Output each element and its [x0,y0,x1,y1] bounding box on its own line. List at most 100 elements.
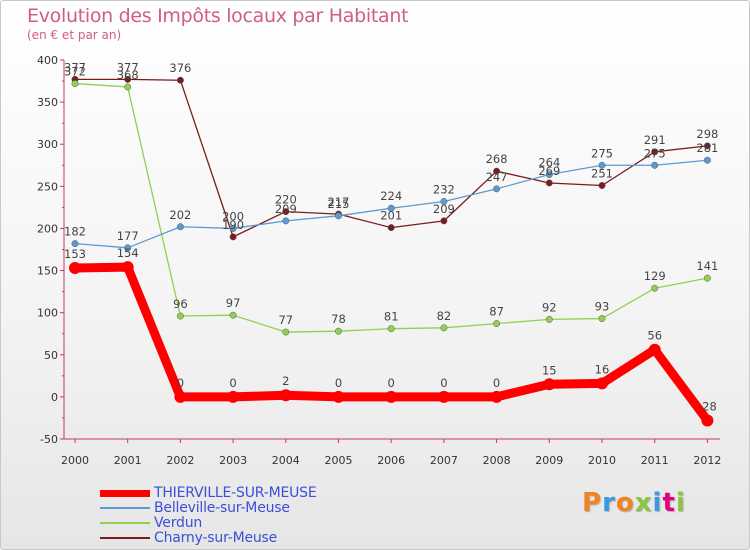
legend-swatch [100,522,150,524]
legend-label: Charny-sur-Meuse [154,530,278,546]
data-label: 0 [177,376,184,390]
legend-label: Verdun [154,515,203,531]
data-label: 291 [644,133,666,147]
data-label: 275 [591,146,613,160]
data-label: 202 [169,208,191,222]
logo-letter: r [602,488,616,518]
data-label: 281 [696,141,718,155]
data-point [282,217,290,225]
data-point [490,390,503,403]
data-point [545,179,553,187]
data-label: 209 [433,202,455,216]
legend-swatch [100,489,150,497]
chart-title: Evolution des Impôts locaux par Habitant [27,5,409,27]
y-tick-label: -50 [40,433,58,446]
x-tick-label: 2001 [114,454,142,467]
data-label: 87 [489,305,504,319]
data-label: 269 [538,164,560,178]
data-point [703,274,711,282]
data-point [387,224,395,232]
data-label: 201 [380,209,402,223]
data-label: -28 [698,399,717,413]
data-label: 56 [647,329,662,343]
data-point [545,171,553,178]
data-label: 153 [64,247,86,261]
data-point [598,161,606,169]
data-label: 232 [433,182,455,196]
x-tick-label: 2004 [272,454,300,467]
data-label: 377 [117,60,139,74]
data-point [701,414,714,427]
data-point [440,198,448,205]
data-point [493,167,501,175]
data-label: 177 [117,229,139,243]
data-label: 376 [169,61,191,75]
data-label: 251 [591,166,613,180]
data-point [651,148,659,156]
data-label: 0 [493,376,500,390]
data-label: 81 [384,310,399,324]
logo-letter: x [634,488,653,518]
data-point [282,328,290,336]
data-label: 220 [275,193,297,207]
data-point [385,390,398,403]
data-label: 298 [696,127,718,141]
data-point [229,224,237,232]
legend-swatch [100,537,150,539]
data-point [176,312,184,320]
data-label: 97 [226,296,241,310]
data-point [648,343,661,356]
data-point [493,185,501,193]
data-label: 275 [644,146,666,160]
data-label: 0 [388,376,395,390]
data-point [545,315,553,323]
x-tick-label: 2003 [219,454,247,467]
logo-letter: i [652,488,663,518]
series-layer [69,75,714,427]
data-point [651,161,659,169]
x-tick-label: 2012 [693,454,721,467]
data-point [493,320,501,328]
data-label: 224 [380,189,402,203]
data-point [69,262,81,275]
data-point [282,208,290,216]
data-label: 16 [595,362,610,376]
data-point [332,390,345,403]
y-tick-label: 300 [37,138,58,151]
logo-letter: t [662,488,676,518]
data-point [124,83,132,91]
x-tick-label: 2006 [377,454,405,467]
data-label: 141 [696,259,718,273]
y-tick-label: 350 [37,96,58,109]
data-label: 209 [275,202,297,216]
data-label: 0 [440,376,447,390]
x-tick-label: 2007 [430,454,458,467]
data-point [387,325,395,333]
legend-label: Belleville-sur-Meuse [154,500,290,516]
data-point [651,284,659,292]
data-label: 2 [282,374,289,388]
data-label: 264 [538,156,560,170]
data-point [229,311,237,319]
y-tick-label: 150 [37,265,58,278]
data-label: 92 [542,300,557,314]
data-point [703,142,711,150]
data-label: 377 [64,60,86,74]
y-tick-label: 400 [37,54,58,67]
legend-swatch [100,507,150,509]
x-tick-label: 2002 [166,454,194,467]
data-point [440,217,448,225]
data-label: 15 [542,363,557,377]
data-point [227,390,240,403]
data-label: 0 [335,376,342,390]
data-point [71,240,79,248]
data-label: 200 [222,209,244,223]
data-point [124,244,132,252]
data-point [596,377,608,390]
y-tick-label: 250 [37,180,58,193]
data-label: 368 [117,68,139,82]
x-tick-label: 2010 [588,454,616,467]
y-tick-label: 200 [37,222,58,235]
